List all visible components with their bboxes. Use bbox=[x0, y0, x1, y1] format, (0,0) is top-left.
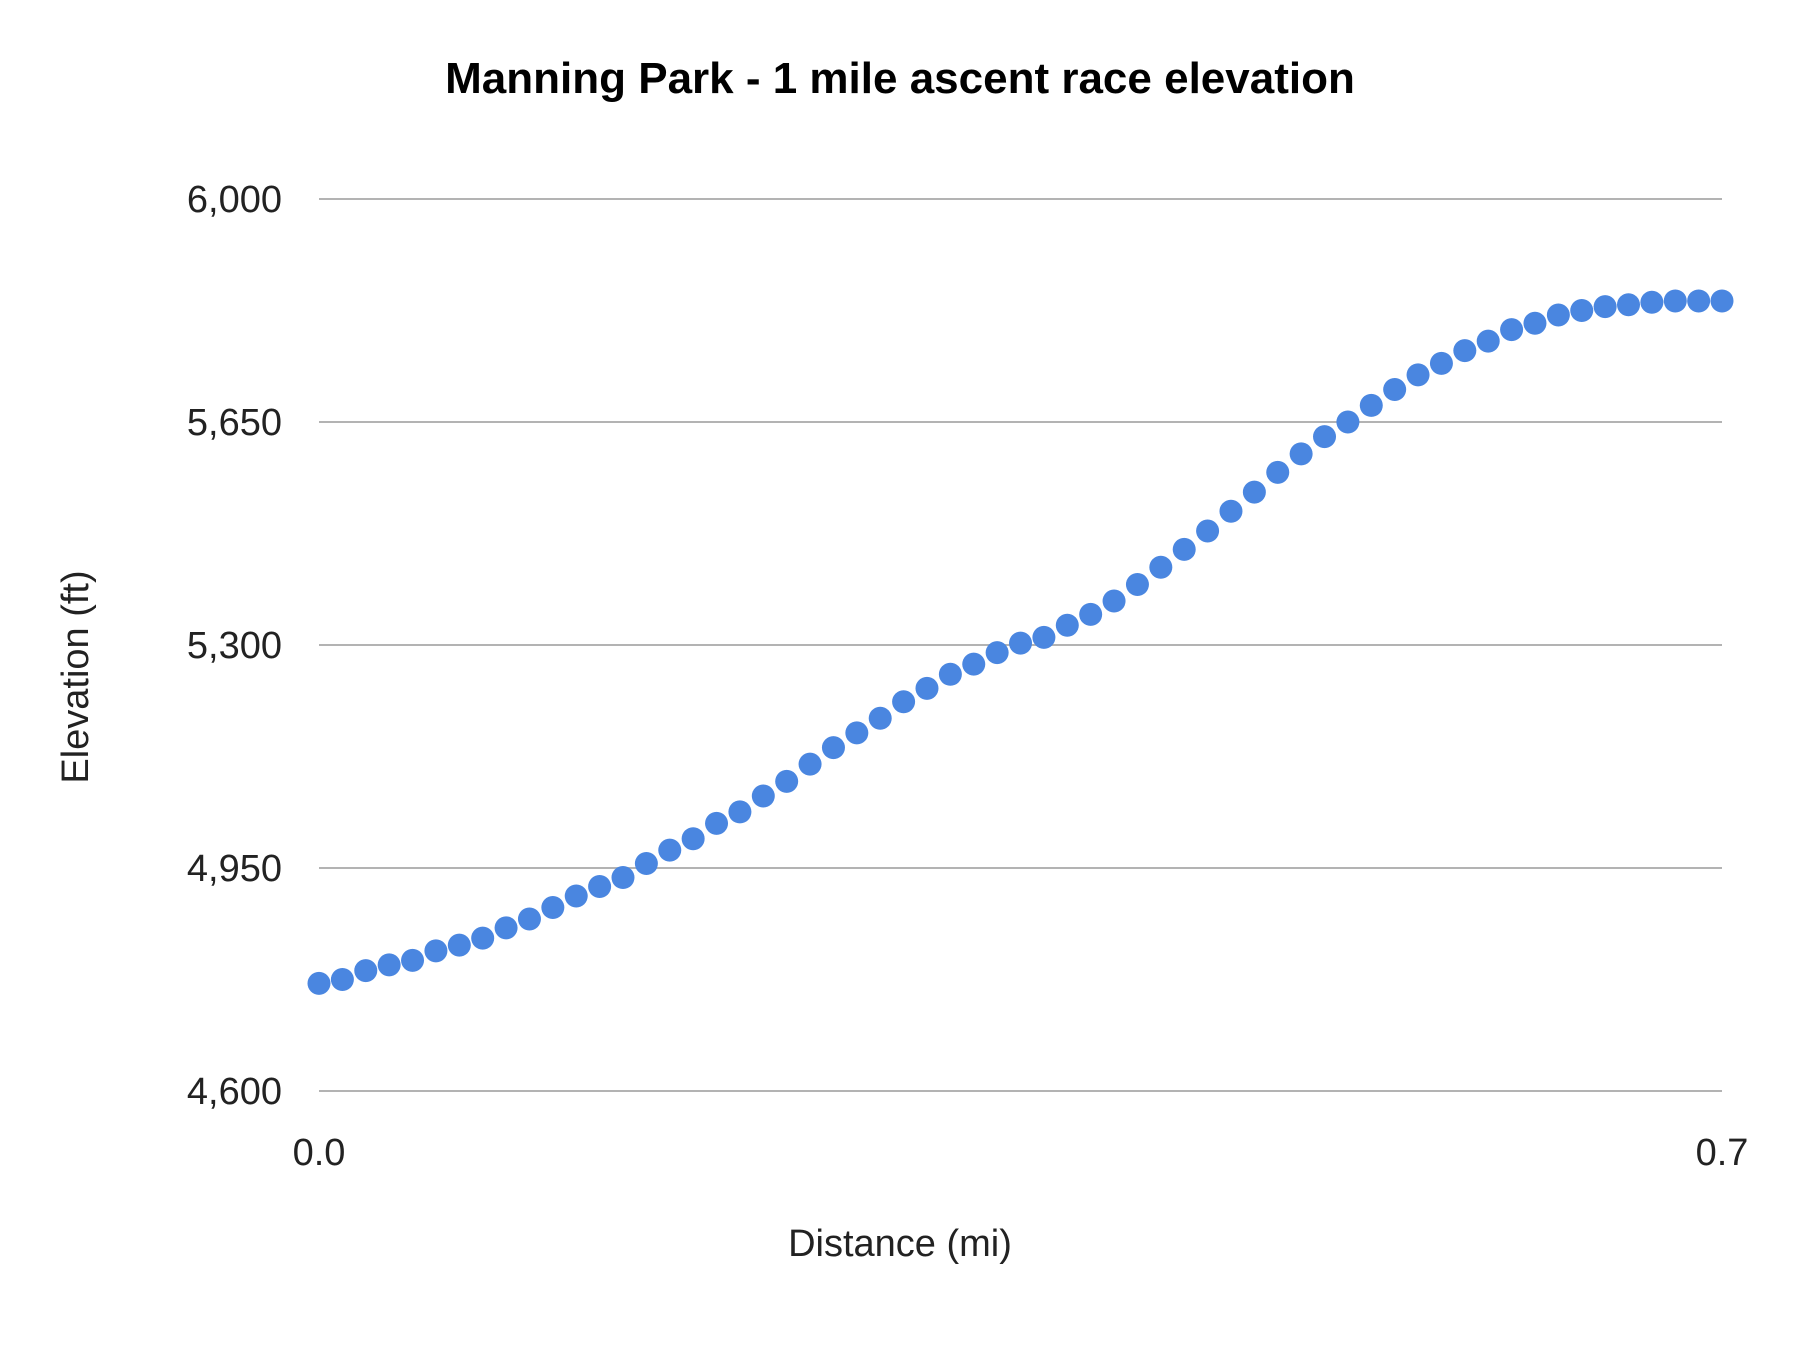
data-point bbox=[1079, 602, 1103, 626]
data-point bbox=[1429, 351, 1453, 375]
y-tick-label: 6,000 bbox=[187, 179, 282, 221]
x-axis-label: Distance (mi) bbox=[788, 1223, 1012, 1265]
data-point bbox=[494, 916, 518, 940]
data-point bbox=[751, 784, 775, 808]
data-point bbox=[564, 884, 588, 908]
data-point bbox=[938, 662, 962, 686]
data-point bbox=[377, 953, 401, 977]
data-point bbox=[1617, 293, 1641, 317]
data-point bbox=[1009, 631, 1033, 655]
y-axis-label: Elevation (ft) bbox=[55, 570, 97, 783]
y-tick-label: 4,600 bbox=[187, 1071, 282, 1113]
data-points bbox=[307, 289, 1734, 995]
data-point bbox=[1453, 339, 1477, 363]
data-point bbox=[1640, 290, 1664, 314]
data-point bbox=[354, 959, 378, 983]
data-point bbox=[1546, 303, 1570, 327]
data-point bbox=[517, 907, 541, 931]
data-point bbox=[892, 690, 916, 714]
data-point bbox=[1125, 572, 1149, 596]
data-point bbox=[424, 939, 448, 963]
data-point bbox=[1219, 499, 1243, 523]
data-point bbox=[1593, 295, 1617, 319]
y-tick-label: 5,300 bbox=[187, 625, 282, 667]
data-point bbox=[1476, 329, 1500, 353]
data-point bbox=[705, 811, 729, 835]
y-tick-label: 5,650 bbox=[187, 402, 282, 444]
data-point bbox=[681, 827, 705, 851]
data-point bbox=[1710, 289, 1734, 313]
data-point bbox=[1406, 363, 1430, 387]
x-tick-label-0: 0.0 bbox=[293, 1132, 346, 1174]
data-point bbox=[1149, 555, 1173, 579]
data-point bbox=[1383, 378, 1407, 402]
data-point bbox=[798, 752, 822, 776]
data-point bbox=[1523, 311, 1547, 335]
data-point bbox=[307, 971, 331, 995]
data-point bbox=[728, 800, 752, 824]
x-tick-label-1: 0.7 bbox=[1696, 1132, 1749, 1174]
data-point bbox=[1196, 519, 1220, 543]
data-point bbox=[447, 933, 471, 957]
data-point bbox=[985, 641, 1009, 665]
data-point bbox=[1102, 589, 1126, 613]
y-tick-label: 4,950 bbox=[187, 848, 282, 890]
data-point bbox=[1242, 480, 1266, 504]
data-point bbox=[588, 874, 612, 898]
y-tick-labels: 4,600 4,950 5,300 5,650 6,000 bbox=[187, 179, 282, 1113]
data-point bbox=[868, 706, 892, 730]
data-point bbox=[1172, 537, 1196, 561]
data-point bbox=[1687, 289, 1711, 313]
data-point bbox=[1289, 442, 1313, 466]
data-point bbox=[658, 838, 682, 862]
data-point bbox=[401, 948, 425, 972]
data-point bbox=[1032, 625, 1056, 649]
data-point bbox=[330, 968, 354, 991]
data-point bbox=[541, 896, 565, 920]
data-point bbox=[962, 652, 986, 676]
data-point bbox=[1359, 393, 1383, 417]
data-point bbox=[1266, 460, 1290, 484]
data-point bbox=[611, 866, 635, 890]
data-point bbox=[915, 676, 939, 700]
data-point bbox=[471, 926, 495, 950]
data-point bbox=[1055, 613, 1079, 637]
data-point bbox=[1663, 289, 1687, 313]
data-point bbox=[1500, 318, 1524, 342]
data-point bbox=[1313, 425, 1337, 449]
data-point bbox=[634, 852, 658, 876]
chart-title: Manning Park - 1 mile ascent race elevat… bbox=[445, 54, 1355, 103]
data-point bbox=[845, 721, 869, 745]
data-point bbox=[1336, 410, 1360, 434]
data-point bbox=[821, 736, 845, 760]
data-point bbox=[775, 769, 799, 793]
data-point bbox=[1570, 299, 1594, 322]
